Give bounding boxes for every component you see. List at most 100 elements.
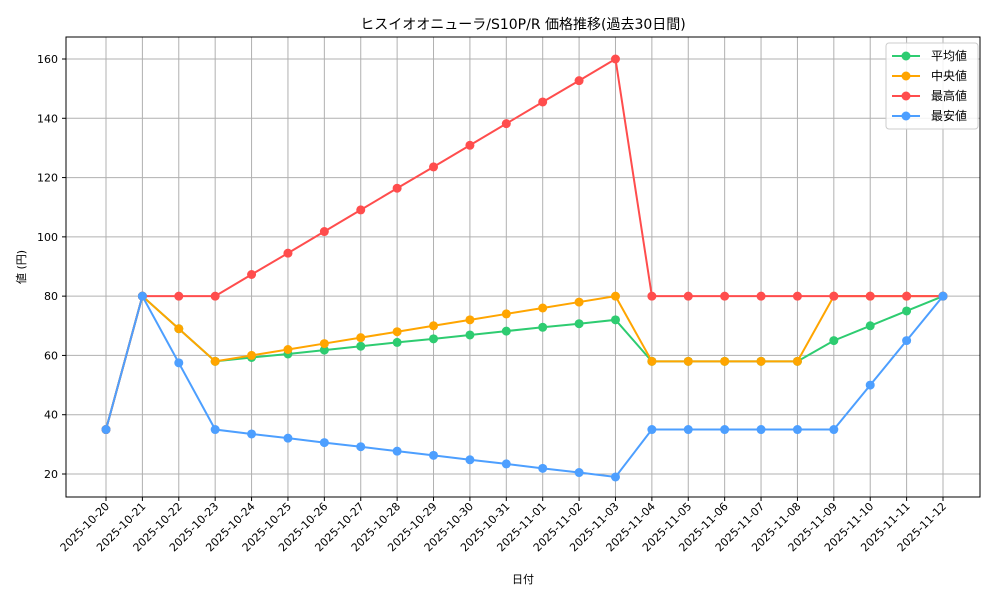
data-point <box>683 291 693 301</box>
series-1 <box>101 291 948 435</box>
data-point <box>429 162 439 172</box>
data-point <box>574 468 584 478</box>
data-point <box>174 358 184 368</box>
y-tick-label: 160 <box>37 53 58 66</box>
legend-label: 平均値 <box>931 48 967 63</box>
data-point <box>392 183 402 193</box>
data-point <box>538 322 548 332</box>
data-point <box>210 356 220 366</box>
legend-label: 中央値 <box>931 68 967 83</box>
data-point <box>429 321 439 331</box>
data-point <box>392 337 402 347</box>
data-point <box>356 341 366 351</box>
data-point <box>610 291 620 301</box>
data-point <box>210 425 220 435</box>
data-point <box>319 339 329 349</box>
data-point <box>647 291 657 301</box>
legend-marker <box>901 111 911 121</box>
data-point <box>392 446 402 456</box>
legend-label: 最安値 <box>931 108 967 123</box>
data-point <box>756 425 766 435</box>
y-tick-label: 140 <box>37 112 58 125</box>
data-point <box>465 455 475 465</box>
data-point <box>865 380 875 390</box>
data-point <box>283 345 293 354</box>
y-tick-label: 100 <box>37 231 58 244</box>
plot-frame <box>65 36 981 498</box>
data-point <box>720 356 730 366</box>
data-point <box>465 140 475 150</box>
data-point <box>610 54 620 64</box>
series-line <box>105 294 944 430</box>
data-point <box>647 425 657 435</box>
data-point <box>902 291 912 301</box>
data-point <box>501 119 511 129</box>
y-tick-label: 80 <box>44 290 58 303</box>
legend-marker <box>901 71 911 81</box>
series-0 <box>101 291 948 435</box>
series-line <box>105 57 943 430</box>
series-2 <box>101 54 948 435</box>
data-point <box>829 291 839 301</box>
data-point <box>210 291 220 301</box>
data-point <box>902 336 912 346</box>
data-point <box>319 227 329 237</box>
legend-label: 最高値 <box>931 88 967 103</box>
y-axis-ticks: 20 40 60 80 100 120 140 160 <box>37 53 66 481</box>
data-point <box>247 350 257 360</box>
series-layer <box>101 54 948 482</box>
legend-marker <box>901 91 911 101</box>
data-point <box>319 345 329 355</box>
data-point <box>683 356 693 366</box>
data-point <box>356 442 366 452</box>
data-point <box>101 425 111 435</box>
data-point <box>137 291 147 301</box>
data-point <box>465 330 475 340</box>
legend-box <box>885 42 979 130</box>
data-point <box>756 291 766 301</box>
data-point <box>574 297 584 307</box>
data-point <box>247 429 257 439</box>
data-point <box>865 321 875 331</box>
y-tick-label: 40 <box>44 409 58 422</box>
data-point <box>574 319 584 329</box>
data-point <box>174 324 184 334</box>
data-point <box>429 450 439 460</box>
data-point <box>538 303 548 313</box>
data-point <box>392 327 402 337</box>
data-point <box>501 459 511 469</box>
data-point <box>356 205 366 215</box>
data-point <box>174 291 184 301</box>
data-point <box>647 356 657 366</box>
data-point <box>574 76 584 86</box>
data-point <box>247 270 257 280</box>
data-point <box>538 97 548 107</box>
data-point <box>429 334 439 344</box>
data-point <box>465 315 475 325</box>
data-point <box>683 425 693 435</box>
y-tick-label: 20 <box>44 468 58 481</box>
data-point <box>902 306 912 316</box>
data-point <box>720 425 730 435</box>
chart-title: ヒスイオオニューラ/S10P/R 価格推移(過去30日間) <box>360 17 686 33</box>
data-point <box>865 291 875 301</box>
data-point <box>283 433 293 443</box>
series-line <box>105 294 943 430</box>
data-point <box>792 425 802 435</box>
series-3 <box>101 291 948 482</box>
data-point <box>720 291 730 301</box>
data-point <box>283 248 293 258</box>
grid-lines <box>66 37 980 497</box>
y-axis-label: 値 (円) <box>15 250 28 284</box>
x-axis-label: 日付 <box>512 573 534 586</box>
data-point <box>610 472 620 482</box>
series-line <box>105 293 944 479</box>
data-point <box>501 326 511 336</box>
data-point <box>829 336 839 346</box>
data-point <box>792 356 802 366</box>
data-point <box>792 291 802 301</box>
data-point <box>756 356 766 366</box>
data-point <box>610 315 620 325</box>
